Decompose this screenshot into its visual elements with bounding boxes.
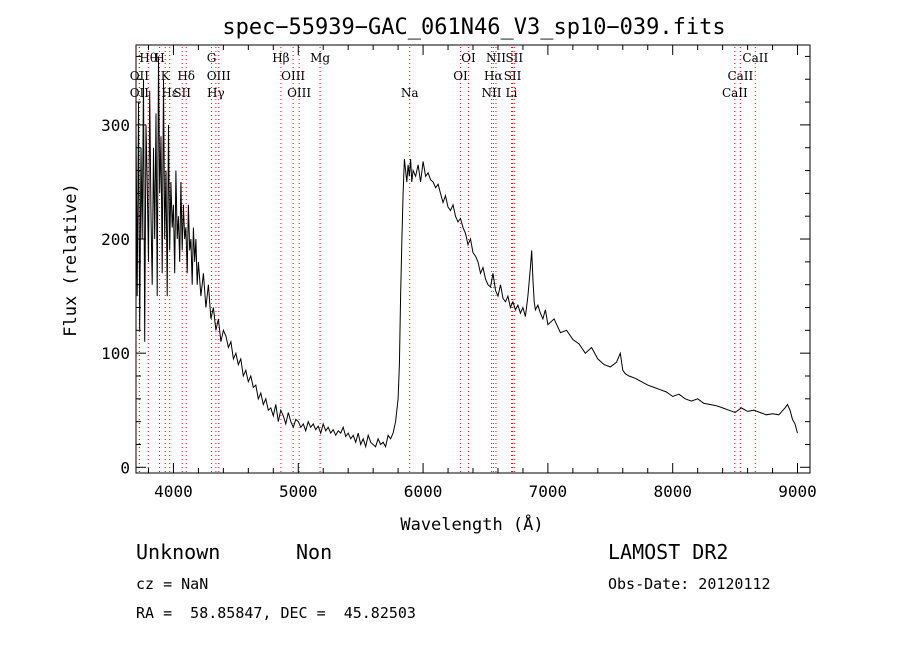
spectral-line-label: H xyxy=(154,51,164,65)
observation-date: Obs-Date: 20120112 xyxy=(608,575,771,593)
spectral-line-label: Hδ xyxy=(177,69,195,83)
spectral-line-label: K xyxy=(161,69,171,83)
spectral-line-label: CaII xyxy=(722,86,748,100)
object-subclass: Non xyxy=(296,540,333,564)
y-axis: 0 100 200 300 xyxy=(101,55,810,477)
chart-title: spec−55939−GAC_061N46_V3_sp10−039.fits xyxy=(222,15,725,40)
object-class: Unknown xyxy=(136,540,221,564)
spectral-line-label: OI xyxy=(453,69,468,83)
x-tick-label: 6000 xyxy=(404,482,443,501)
coordinates: RA = 58.85847, DEC = 45.82503 xyxy=(136,604,416,622)
x-tick-label: 8000 xyxy=(653,482,692,501)
plot-frame xyxy=(135,44,811,474)
spectral-line-label: OIII xyxy=(207,69,231,83)
spectral-line-label: Hβ xyxy=(272,51,289,65)
x-axis-label: Wavelength (Å) xyxy=(400,513,543,535)
spectral-line-label: NII xyxy=(481,86,501,100)
x-tick-label: 4000 xyxy=(154,482,193,501)
spectral-line-label: OIII xyxy=(287,86,311,100)
spectral-line-label: OIII xyxy=(281,69,305,83)
x-tick-label: 7000 xyxy=(529,482,568,501)
y-axis-label: Flux (relative) xyxy=(61,183,81,337)
spectral-line-label: CaII xyxy=(727,69,753,83)
spectral-line-extra-label: OII xyxy=(130,86,150,100)
spectral-line-label: Li xyxy=(506,86,518,100)
x-tick-label: 9000 xyxy=(778,482,817,501)
spectral-line-label: G xyxy=(207,51,217,65)
spectral-line-extra-label: SII xyxy=(173,86,191,100)
spectral-line-extra-label: OII xyxy=(130,69,150,83)
spectrum-series-line xyxy=(135,56,798,449)
spectral-line-label: NII xyxy=(486,51,506,65)
y-tick-label: 100 xyxy=(101,344,130,363)
redshift-cz: cz = NaN xyxy=(136,575,209,593)
y-tick-label: 300 xyxy=(101,116,130,135)
spectral-line-label: Mg xyxy=(310,51,330,65)
spectral-line-markers xyxy=(138,47,756,473)
x-tick-label: 5000 xyxy=(279,482,318,501)
y-tick-label: 200 xyxy=(101,230,130,249)
y-tick-label: 0 xyxy=(120,458,130,477)
spectral-line-label: SII xyxy=(505,51,523,65)
spectral-line-label: Hθ xyxy=(139,51,157,65)
spectral-line-label: Hα xyxy=(484,69,503,83)
spectral-line-label: CaII xyxy=(742,51,768,65)
x-axis: 4000 5000 6000 7000 8000 9000 xyxy=(147,45,817,501)
spectral-line-label: Hγ xyxy=(207,86,225,100)
spectral-line-label: OI xyxy=(461,51,476,65)
spectral-line-label: SII xyxy=(504,69,522,83)
spectral-line-extra-label: Hε xyxy=(161,86,178,100)
survey-label: LAMOST DR2 xyxy=(608,540,729,564)
spectral-line-label: Na xyxy=(401,86,419,100)
